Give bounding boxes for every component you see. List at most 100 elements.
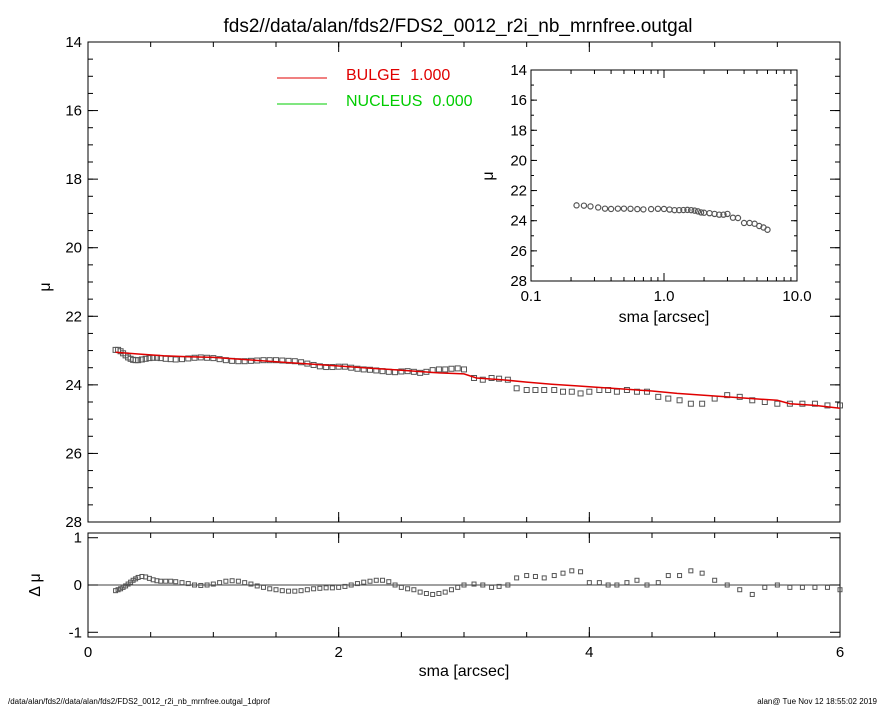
main-data-point — [146, 355, 153, 362]
main-data-point — [367, 366, 373, 373]
footer-timestamp: alan@ Tue Nov 12 18:55:02 2019 — [757, 697, 877, 706]
inset-y-axis-label: μ — [480, 171, 497, 180]
residual-data-point — [210, 581, 216, 587]
main-y-tick-label: 16 — [65, 103, 82, 120]
inset-data-point — [627, 205, 634, 213]
residual-data-point — [455, 584, 461, 590]
main-y-tick-label: 14 — [65, 34, 82, 51]
inset-y-tick-label: 26 — [510, 243, 527, 260]
residual-data-point — [311, 586, 317, 592]
main-panel: 14 16 18 20 22 24 26 28 μ — [37, 34, 843, 531]
residual-data-point — [198, 582, 204, 588]
residual-data-point — [480, 582, 486, 588]
bulge-model-series — [115, 351, 841, 409]
inset-data-point — [647, 205, 655, 213]
residual-data-point — [133, 576, 139, 582]
main-x-tick-label: 6 — [836, 644, 844, 661]
main-data-point — [749, 397, 756, 404]
main-x-tick-label: 2 — [334, 644, 342, 661]
residual-data-point — [361, 579, 367, 585]
legend: BULGE 1.000 NUCLEUS 0.000 — [277, 67, 473, 110]
residual-data-point — [586, 580, 592, 586]
inset-data-point — [684, 206, 691, 214]
residual-data-point — [163, 578, 169, 584]
residual-data-point — [367, 578, 373, 584]
residual-data-point — [436, 591, 442, 597]
residual-data-point — [130, 577, 136, 583]
residual-data-point — [398, 584, 404, 590]
residual-data-point — [329, 585, 335, 591]
residual-data-point — [824, 584, 830, 590]
main-data-point — [266, 357, 273, 364]
residual-data-points — [113, 568, 843, 597]
main-data-point — [417, 369, 424, 376]
residual-data-point — [304, 587, 310, 593]
inset-data-point — [594, 204, 602, 211]
main-data-point — [398, 368, 405, 375]
inset-data-point — [640, 206, 647, 213]
residual-data-point — [514, 575, 520, 581]
residual-data-point — [688, 568, 694, 574]
residual-data-point — [115, 587, 121, 593]
inset-plot-frame — [530, 69, 798, 282]
residual-axis-ticks — [87, 533, 841, 637]
inset-data-point — [607, 205, 615, 213]
residual-data-point — [223, 578, 229, 584]
main-data-point — [532, 387, 539, 393]
residual-data-point — [448, 587, 454, 593]
residual-data-point — [489, 584, 495, 590]
main-data-point — [613, 388, 620, 395]
main-data-point — [298, 359, 305, 366]
main-y-tick-label: 28 — [65, 514, 82, 531]
inset-x-axis-label: sma [arcsec] — [619, 309, 710, 326]
inset-x-tick-label: 10.0 — [782, 288, 811, 305]
inset-data-point — [634, 205, 641, 213]
main-data-point — [442, 366, 449, 373]
inset-data-point — [680, 206, 687, 214]
residual-data-point — [118, 586, 124, 592]
residual-data-point — [605, 582, 611, 588]
inset-x-tick-labels: 0.1 1.0 10.0 — [521, 288, 812, 305]
footer-file-path: /data/alan/fds2//data/alan/fds2/FDS2_001… — [8, 697, 271, 706]
inset-y-tick-label: 18 — [510, 122, 527, 139]
inset-data-point — [580, 202, 588, 209]
inset-data-point — [734, 214, 742, 222]
residual-data-point — [254, 583, 260, 589]
residual-data-point — [267, 586, 273, 592]
main-data-point — [142, 355, 149, 362]
main-data-point — [167, 356, 174, 363]
residual-data-point — [380, 577, 386, 583]
residual-data-point — [569, 568, 575, 574]
residual-data-point — [541, 575, 547, 581]
main-data-point — [360, 366, 367, 373]
residual-data-point — [596, 580, 602, 586]
main-data-point — [435, 366, 442, 373]
residual-data-point — [113, 588, 119, 594]
residual-data-point — [336, 584, 342, 590]
inset-data-point — [614, 205, 622, 212]
inset-data-point — [573, 202, 580, 209]
residual-data-point — [298, 588, 304, 594]
main-data-point — [665, 395, 672, 402]
main-data-point — [162, 355, 169, 362]
main-data-point — [138, 356, 145, 363]
legend-bulge-name: BULGE — [346, 67, 400, 84]
residual-data-point — [417, 589, 423, 595]
residual-data-point — [471, 581, 477, 587]
main-data-point — [699, 400, 706, 407]
main-data-point — [676, 397, 683, 404]
residual-data-point — [185, 581, 191, 587]
main-data-point — [461, 366, 467, 373]
residual-data-point — [524, 573, 530, 579]
main-data-point — [633, 388, 640, 395]
inset-data-point — [687, 206, 695, 214]
residual-x-tick-labels: 0 2 4 6 — [84, 644, 844, 661]
legend-nucleus-value: 0.000 — [432, 93, 472, 110]
residual-data-point — [260, 584, 266, 590]
main-data-point — [687, 400, 694, 407]
residual-data-point — [354, 581, 360, 587]
inset-x-tick-label: 0.1 — [521, 288, 542, 305]
main-axis-ticks — [87, 41, 841, 523]
residual-data-point — [634, 577, 640, 583]
